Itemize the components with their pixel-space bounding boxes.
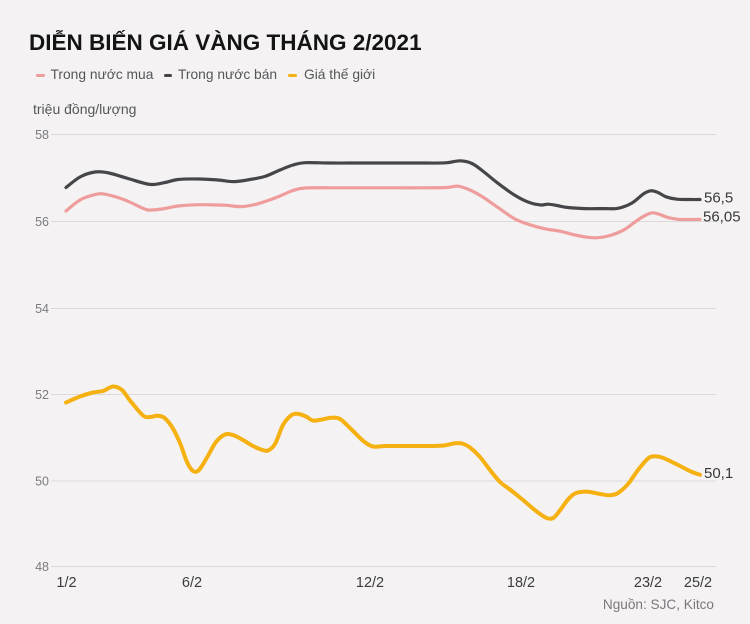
svg-text:23/2: 23/2	[634, 575, 662, 591]
svg-text:54: 54	[35, 302, 49, 316]
svg-text:50,1: 50,1	[704, 465, 733, 482]
svg-text:50: 50	[35, 475, 49, 489]
svg-text:25/2: 25/2	[684, 575, 712, 591]
svg-text:18/2: 18/2	[507, 575, 535, 591]
svg-text:56,5: 56,5	[704, 190, 733, 207]
svg-text:6/2: 6/2	[182, 575, 202, 591]
svg-text:58: 58	[35, 128, 49, 142]
svg-text:56: 56	[35, 215, 49, 229]
svg-text:52: 52	[35, 388, 49, 402]
svg-text:48: 48	[35, 560, 49, 574]
svg-text:12/2: 12/2	[356, 575, 384, 591]
svg-text:1/2: 1/2	[56, 575, 76, 591]
svg-text:56,05: 56,05	[703, 209, 741, 226]
